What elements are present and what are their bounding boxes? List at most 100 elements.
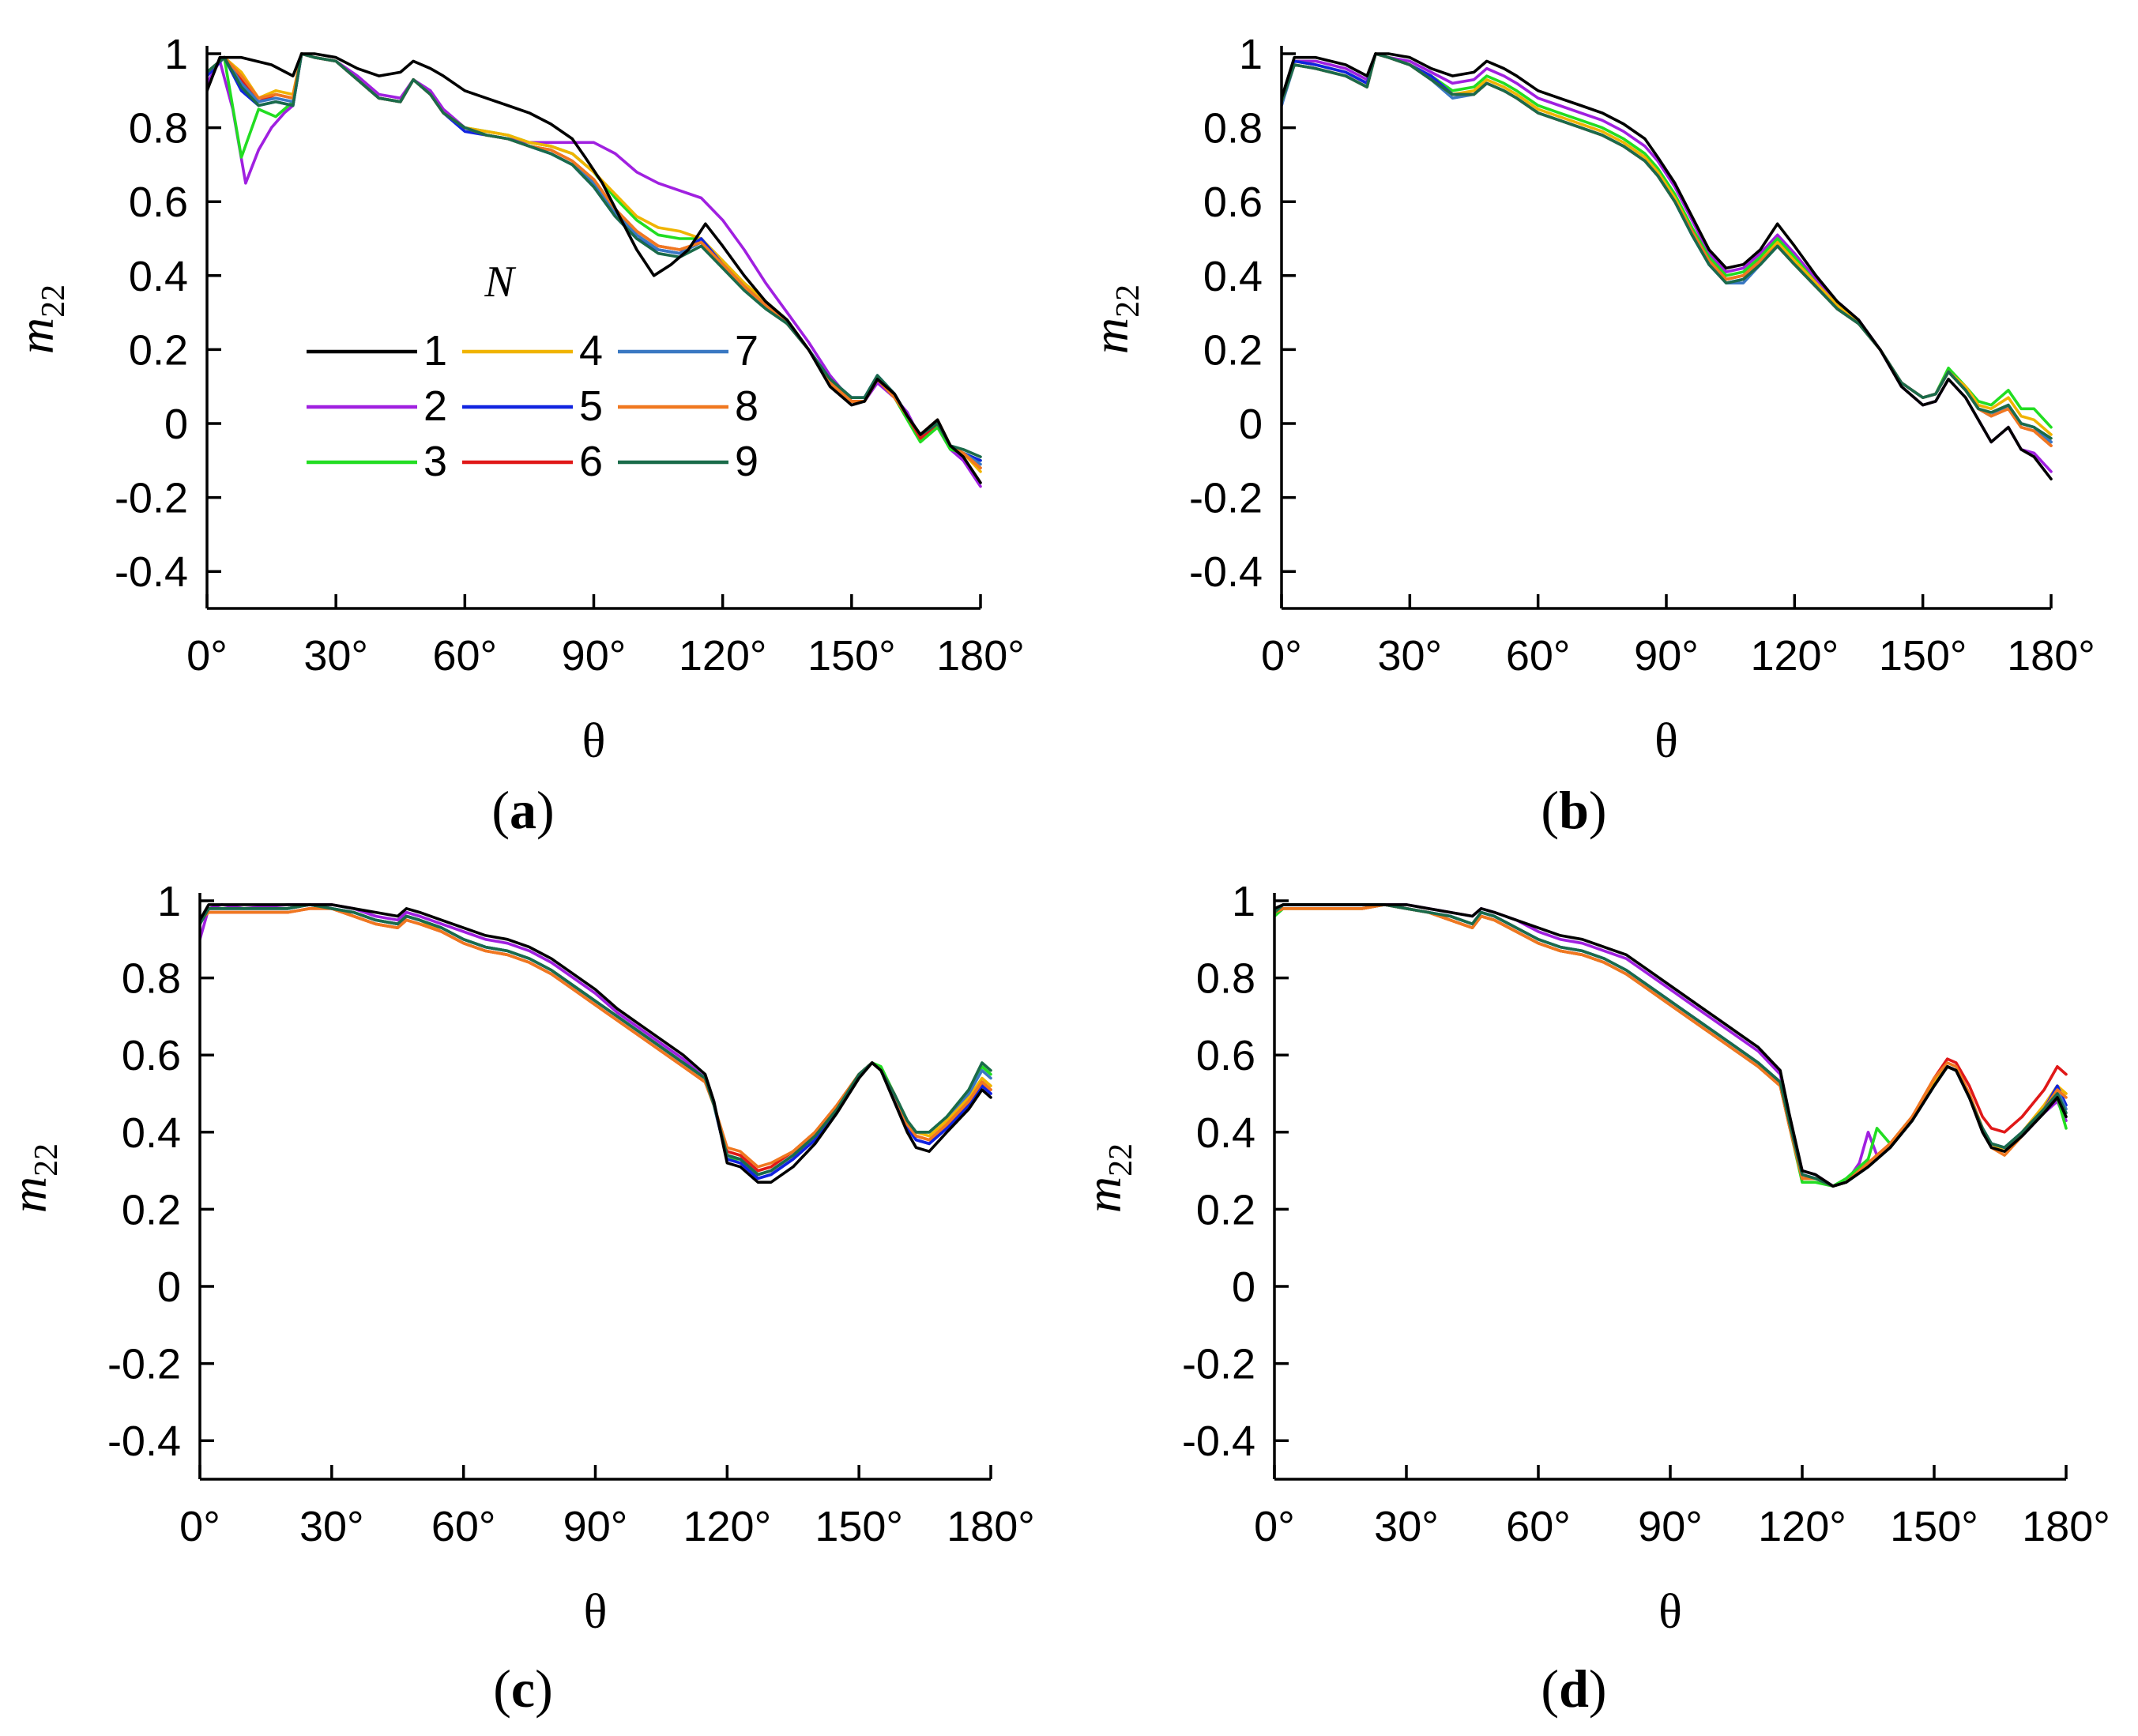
legend-label-N7: 7 <box>735 327 758 375</box>
y-tick-label-b: 0 <box>1239 401 1263 448</box>
series-group-d <box>1274 903 2068 1188</box>
legend-label-N4: 4 <box>579 327 603 375</box>
series-c-N1 <box>200 903 992 1184</box>
y-tick-label-c: 0.8 <box>122 955 181 1003</box>
series-b-N2 <box>1282 52 2053 473</box>
series-c-N2 <box>200 903 992 1181</box>
x-axis-label-c: θ <box>584 1585 608 1639</box>
x-tick-label-d: 60° <box>1506 1503 1571 1550</box>
x-tick-label-a: 180° <box>936 632 1025 680</box>
y-tick-label-b: 1 <box>1239 31 1263 78</box>
x-tick-label-d: 120° <box>1758 1503 1846 1550</box>
y-tick-label-a: -0.4 <box>115 548 188 596</box>
series-d-N4 <box>1274 903 2068 1188</box>
series-b-N5 <box>1282 52 2053 444</box>
panel-label-a: (a) <box>491 780 554 840</box>
series-d-N9 <box>1274 903 2068 1188</box>
series-c-N8 <box>200 907 992 1169</box>
y-tick-label-c: 0.6 <box>122 1032 181 1079</box>
y-tick-label-d: 0.2 <box>1196 1186 1255 1233</box>
y-tick-label-b: -0.2 <box>1189 475 1263 522</box>
x-tick-label-d: 30° <box>1374 1503 1439 1550</box>
x-tick-label-c: 120° <box>683 1503 771 1550</box>
x-tick-label-b: 0° <box>1261 632 1302 680</box>
x-tick-label-a: 120° <box>679 632 767 680</box>
series-c-N9 <box>200 903 992 1177</box>
y-tick-label-d: -0.4 <box>1182 1418 1255 1465</box>
legend-label-N3: 3 <box>423 438 447 485</box>
y-tick-label-a: 0.4 <box>129 253 188 300</box>
x-tick-label-a: 150° <box>807 632 896 680</box>
x-tick-label-b: 30° <box>1377 632 1442 680</box>
y-tick-label-d: 0.6 <box>1196 1032 1255 1079</box>
x-tick-label-a: 30° <box>303 632 368 680</box>
y-tick-label-c: 0.4 <box>122 1109 181 1157</box>
series-d-N6 <box>1274 903 2068 1188</box>
x-tick-label-d: 0° <box>1254 1503 1295 1550</box>
series-b-N1 <box>1282 52 2053 480</box>
y-tick-label-b: -0.4 <box>1189 548 1263 596</box>
legend-label-N2: 2 <box>423 382 447 430</box>
y-tick-label-c: -0.4 <box>107 1418 181 1465</box>
x-tick-label-b: 150° <box>1879 632 1967 680</box>
panel-c: 1 0.8 0.6 0.4 0.2 0 -0.2 -0.4 0° 30° 60° 90° 120° 150… <box>1 878 1035 1719</box>
x-tick-label-b: 60° <box>1506 632 1571 680</box>
y-axis-label-a: m22 <box>8 284 72 354</box>
x-tick-label-c: 0° <box>179 1503 220 1550</box>
panel-b: 1 0.8 0.6 0.4 0.2 0 -0.2 -0.4 0° 30° 60° 90° 120° 150… <box>1082 31 2095 840</box>
x-tick-label-d: 90° <box>1638 1503 1703 1550</box>
panel-label-d: (d) <box>1541 1659 1606 1719</box>
y-tick-label-c: 0.2 <box>122 1186 181 1233</box>
series-c-N5 <box>200 903 992 1181</box>
x-axis-label-b: θ <box>1654 714 1678 768</box>
x-tick-label-a: 90° <box>562 632 627 680</box>
series-d-N2 <box>1274 903 2068 1188</box>
legend-title: N <box>484 258 516 307</box>
x-tick-label-c: 60° <box>431 1503 496 1550</box>
series-c-N3 <box>200 903 992 1177</box>
y-tick-label-c: 0 <box>157 1263 181 1311</box>
series-b-N9 <box>1282 52 2053 440</box>
y-tick-label-a: 1 <box>164 31 188 78</box>
y-axis-label-b: m22 <box>1082 284 1146 354</box>
x-tick-label-b: 180° <box>2007 632 2095 680</box>
series-b-N6 <box>1282 52 2053 447</box>
series-b-N4 <box>1282 52 2053 436</box>
x-tick-label-c: 30° <box>299 1503 364 1550</box>
panel-a: 1 0.8 0.6 0.4 0.2 0 -0.2 -0.4 0° 30° 60° 90° 120° 150… <box>8 31 1025 840</box>
x-tick-label-c: 90° <box>563 1503 628 1550</box>
x-tick-label-c: 150° <box>815 1503 903 1550</box>
series-a-N1 <box>207 52 982 484</box>
legend-label-N6: 6 <box>579 438 603 485</box>
y-tick-label-b: 0.8 <box>1203 105 1263 153</box>
x-tick-label-a: 0° <box>186 632 228 680</box>
x-tick-label-a: 60° <box>432 632 497 680</box>
series-b-N7 <box>1282 52 2053 444</box>
y-tick-label-a: -0.2 <box>115 475 188 522</box>
series-a-N9 <box>207 52 982 458</box>
series-group-a <box>207 52 982 488</box>
legend-label-N9: 9 <box>735 438 758 485</box>
y-tick-label-b: 0.2 <box>1203 326 1263 374</box>
x-tick-label-d: 150° <box>1890 1503 1978 1550</box>
y-tick-label-d: 0.8 <box>1196 955 1255 1003</box>
series-d-N8 <box>1274 903 2068 1188</box>
series-d-N7 <box>1274 903 2068 1188</box>
y-axis-label-c: m22 <box>1 1143 65 1213</box>
legend: N1 4 7 2 5 8 3 6 9 <box>307 258 758 485</box>
legend-label-N8: 8 <box>735 382 758 430</box>
series-c-N6 <box>200 907 992 1173</box>
panel-label-c: (c) <box>493 1659 553 1719</box>
legend-label-N1: 1 <box>423 327 447 375</box>
y-tick-label-c: -0.2 <box>107 1341 181 1388</box>
x-tick-label-b: 120° <box>1750 632 1839 680</box>
y-tick-label-a: 0.8 <box>129 105 188 153</box>
series-group-b <box>1282 52 2053 480</box>
y-tick-label-c: 1 <box>157 878 181 925</box>
y-tick-label-b: 0.4 <box>1203 253 1263 300</box>
y-tick-label-d: -0.2 <box>1182 1341 1255 1388</box>
x-axis-label-d: θ <box>1658 1585 1682 1639</box>
y-tick-label-a: 0.6 <box>129 179 188 226</box>
series-group-c <box>200 903 992 1184</box>
